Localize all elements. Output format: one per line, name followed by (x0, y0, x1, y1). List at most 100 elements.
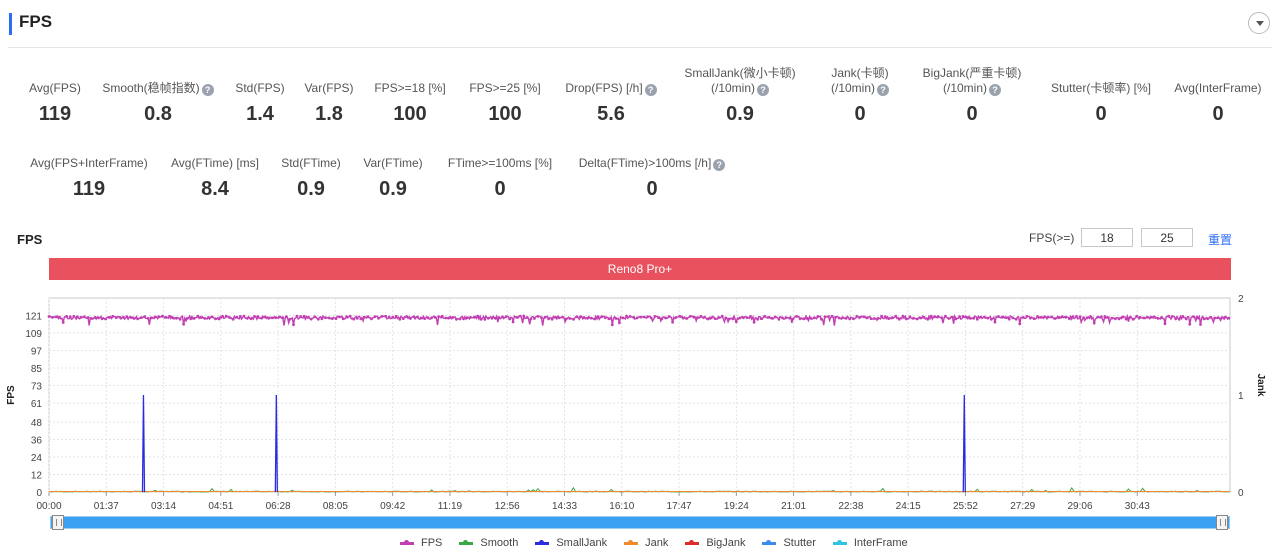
fps-data-point (267, 316, 271, 320)
fps-data-point (731, 317, 735, 321)
fps-data-point (802, 317, 806, 321)
fps-data-point (688, 315, 692, 318)
legend-item-interframe[interactable]: InterFrame (832, 537, 908, 549)
legend-item-smalljank[interactable]: SmallJank (535, 537, 607, 549)
metric-label: Jank(卡顿) (831, 66, 889, 80)
fps-data-point (313, 315, 317, 319)
legend-swatch-icon (832, 539, 847, 545)
fps-data-point (607, 317, 611, 321)
fps-data-point (593, 317, 596, 321)
legend-item-fps[interactable]: FPS (400, 537, 442, 549)
help-icon[interactable]: ? (644, 84, 657, 96)
fps-data-point (947, 317, 951, 320)
metric-value: 119 (72, 178, 106, 200)
fps-data-point (986, 316, 990, 320)
legend-item-stutter[interactable]: Stutter (762, 537, 816, 549)
collapse-chevron-icon[interactable] (1248, 12, 1270, 34)
fps-data-point (568, 317, 572, 320)
fps-data-point (554, 315, 557, 319)
fps-data-point (331, 317, 334, 320)
fps-data-point (816, 315, 820, 318)
fps-data-point (362, 315, 366, 319)
zoom-slider-track[interactable] (50, 516, 1230, 529)
fps-data-point (182, 322, 186, 326)
fps-data-point (564, 317, 568, 321)
fps-data-point (157, 315, 161, 319)
y-left-tick-label: 61 (31, 399, 43, 410)
fps-data-point (412, 315, 416, 319)
y-right-axis-label: Jank (1255, 374, 1266, 397)
fps-data-point (175, 316, 178, 320)
fps-data-point (972, 316, 976, 320)
fps-threshold-input-1[interactable] (1081, 228, 1133, 247)
fps-data-point (288, 317, 292, 321)
metric-label: Std(FPS) (235, 81, 285, 95)
fps-data-point (366, 315, 370, 318)
metric-delta-ftime-100ms-h: Delta(FTime)>100ms [/h]? 0 (562, 156, 742, 201)
fps-threshold-input-2[interactable] (1141, 228, 1193, 247)
metric-label-unit: (/10min)? (882, 81, 1062, 96)
fps-data-point (763, 314, 767, 318)
fps-data-point (1050, 315, 1054, 319)
zoom-slider-left-handle[interactable] (52, 515, 64, 530)
x-tick-label: 04:51 (208, 501, 233, 512)
help-icon[interactable]: ? (877, 84, 889, 96)
y-right-tick-label: 1 (1238, 391, 1244, 402)
metric-std-fps: Std(FPS) 1.4 (170, 81, 350, 126)
fps-data-point (522, 314, 526, 318)
legend-label: SmallJank (556, 537, 608, 549)
help-icon[interactable]: ? (713, 159, 726, 171)
fps-data-point (306, 316, 309, 319)
fps-data-point (759, 317, 763, 320)
fps-data-point (490, 316, 494, 320)
fps-data-point (798, 317, 802, 321)
fps-data-point (671, 320, 674, 324)
fps-data-point (107, 316, 111, 319)
fps-data-point (192, 316, 196, 320)
y-left-tick-label: 73 (31, 382, 43, 393)
fps-threshold-label: FPS(>=) (1029, 231, 1075, 245)
fps-data-point (285, 315, 288, 318)
metric-label: FPS>=25 [%] (469, 81, 541, 95)
fps-data-point (809, 316, 813, 320)
help-icon[interactable]: ? (201, 84, 214, 96)
reset-button[interactable]: 重置 (1208, 233, 1233, 247)
x-tick-label: 16:10 (609, 501, 634, 512)
help-icon[interactable]: ? (989, 84, 1001, 96)
fps-data-point (508, 317, 511, 321)
fps-data-point (667, 315, 671, 318)
fps-data-point (238, 315, 242, 318)
metric-label: SmallJank(微小卡顿) (684, 66, 796, 80)
legend-label: FPS (421, 537, 443, 549)
fps-data-point (79, 315, 83, 319)
fps-data-point (476, 314, 480, 318)
fps-data-point (515, 315, 519, 319)
fps-data-point (912, 316, 915, 320)
y-left-tick-label: 0 (36, 488, 42, 499)
fps-data-point (1068, 317, 1071, 321)
metric-label: Var(FPS) (304, 81, 354, 95)
fps-data-point (221, 314, 225, 318)
legend-swatch-icon (762, 539, 777, 545)
fps-data-point (462, 317, 465, 321)
legend-item-jank[interactable]: Jank (624, 537, 668, 549)
fps-data-point (1184, 317, 1188, 321)
legend-item-bigjank[interactable]: BigJank (685, 537, 745, 549)
legend-item-smooth[interactable]: Smooth (459, 537, 518, 549)
fps-data-point (908, 315, 912, 319)
fps-data-point (876, 316, 880, 320)
x-tick-label: 01:37 (94, 501, 119, 512)
fps-data-point (1177, 317, 1181, 321)
fps-data-point (1138, 315, 1142, 319)
fps-data-point (299, 315, 302, 318)
help-icon[interactable]: ? (757, 84, 769, 96)
fps-data-point (614, 317, 618, 320)
metric-smalljank: SmallJank(微小卡顿) (/10min)? 0.9 (650, 66, 830, 126)
fps-data-point (416, 315, 419, 319)
zoom-slider-right-handle[interactable] (1216, 515, 1228, 530)
fps-data-point (536, 315, 540, 318)
fps-data-point (168, 314, 171, 318)
fps-data-point (150, 316, 154, 320)
fps-data-point (419, 316, 423, 320)
